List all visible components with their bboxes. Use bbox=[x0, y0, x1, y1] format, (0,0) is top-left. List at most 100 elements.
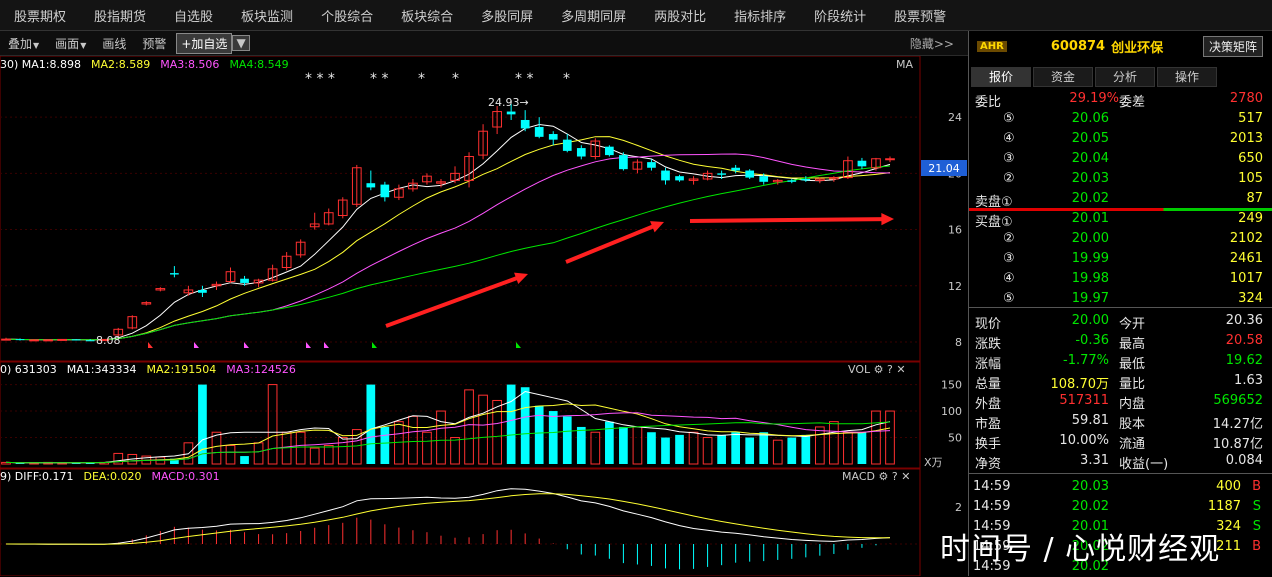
buy-volume: 249 bbox=[1238, 211, 1263, 226]
buy-price: 20.01 bbox=[1071, 211, 1109, 226]
buy-level: ⑤ bbox=[1003, 291, 1015, 306]
nav-item-0[interactable]: 股票期权 bbox=[14, 9, 67, 25]
candle-body bbox=[323, 212, 334, 225]
stat-label: 最高 bbox=[1119, 337, 1146, 352]
decision-matrix-button[interactable]: 决策矩阵 bbox=[1202, 35, 1263, 57]
add-favorite-button[interactable]: +加自选 bbox=[176, 32, 233, 54]
vol-legend-1: MA1:343334 bbox=[66, 363, 137, 376]
nav-item-2[interactable]: 自选股 bbox=[174, 9, 214, 25]
stock-chart[interactable]: 24201612824.93→8.08* * ** **** **21.0415… bbox=[0, 56, 968, 576]
macd-tick-label: 2 bbox=[955, 501, 962, 514]
candle-body bbox=[43, 339, 53, 342]
stat-label: 股本 bbox=[1119, 417, 1146, 432]
quote-tab-2[interactable]: 分析 bbox=[1095, 67, 1155, 87]
nav-item-5[interactable]: 板块综合 bbox=[401, 9, 454, 25]
candle-body bbox=[576, 148, 586, 157]
help-icon[interactable]: ? bbox=[891, 470, 898, 483]
candle-body bbox=[857, 160, 867, 167]
stat-value: 569652 bbox=[1213, 393, 1263, 408]
candle-body bbox=[408, 182, 418, 190]
stat-label: 换手 bbox=[975, 437, 1002, 452]
watermark-text: 时间号 / 心悦财经观 bbox=[940, 532, 1221, 567]
stat-row: 净资 3.31 收益(一) 0.084 bbox=[969, 451, 1269, 472]
draw-line-button[interactable]: 画线 bbox=[102, 36, 127, 51]
stat-label: 现价 bbox=[975, 317, 1002, 332]
candle-body bbox=[843, 160, 853, 179]
annotation-arrowhead bbox=[650, 221, 664, 233]
buy-volume: 324 bbox=[1238, 291, 1263, 306]
buy-row: ④ 19.98 1017 bbox=[969, 269, 1269, 289]
volume-bar bbox=[225, 444, 236, 465]
stat-label: 涨幅 bbox=[975, 357, 1002, 372]
nav-item-8[interactable]: 两股对比 bbox=[654, 9, 707, 25]
help-icon[interactable]: ? bbox=[887, 363, 893, 376]
stat-value: 19.62 bbox=[1225, 353, 1263, 368]
volume-bar bbox=[759, 432, 769, 464]
gear-icon[interactable]: ⚙ bbox=[873, 363, 884, 376]
stat-value: -1.77% bbox=[1063, 353, 1109, 368]
candle-body bbox=[170, 273, 179, 275]
buy-price: 19.97 bbox=[1071, 291, 1109, 306]
quote-tab-3[interactable]: 操作 bbox=[1157, 67, 1217, 87]
signal-marker bbox=[372, 342, 377, 348]
buy-volume: 2461 bbox=[1229, 251, 1263, 266]
candle-body bbox=[225, 271, 236, 283]
close-icon[interactable]: ✕ bbox=[901, 470, 911, 483]
quote-tab-0[interactable]: 报价 bbox=[971, 67, 1031, 87]
stat-label: 最低 bbox=[1119, 357, 1146, 372]
alert-button[interactable]: 预警 bbox=[142, 36, 167, 51]
stat-label: 量比 bbox=[1119, 377, 1146, 392]
tick-time: 14:59 bbox=[973, 559, 1011, 574]
quote-tabs: 报价 资金 分析 操作 bbox=[969, 67, 1272, 87]
sell-level: 卖盘① bbox=[975, 195, 1013, 210]
annotation-arrow bbox=[565, 223, 656, 264]
gear-icon[interactable]: ⚙ bbox=[878, 470, 889, 483]
macd-label: MACD ⚙ ? ✕ bbox=[842, 470, 911, 483]
nav-item-6[interactable]: 多股同屏 bbox=[481, 9, 534, 25]
candle-body bbox=[85, 340, 95, 342]
ma-legend-0: 30) MA1:8.898 bbox=[0, 58, 81, 71]
volume-bar bbox=[506, 384, 516, 464]
buy-price: 20.00 bbox=[1071, 231, 1109, 246]
nav-item-10[interactable]: 阶段统计 bbox=[814, 9, 867, 25]
volume-bar bbox=[492, 399, 502, 465]
nav-item-4[interactable]: 个股综合 bbox=[321, 9, 374, 25]
overlay-menu[interactable]: 叠加▼ bbox=[8, 36, 40, 51]
draw-mode-menu[interactable]: 画面▼ bbox=[55, 36, 87, 51]
nav-item-1[interactable]: 股指期货 bbox=[94, 9, 147, 25]
volume-bar bbox=[702, 437, 713, 465]
volume-bar bbox=[576, 426, 586, 464]
candle-body bbox=[380, 184, 390, 198]
stat-row: 涨幅 -1.77% 最低 19.62 bbox=[969, 351, 1269, 372]
buy-row: ③ 19.99 2461 bbox=[969, 249, 1269, 269]
buy-row: 买盘① 20.01 249 bbox=[969, 209, 1269, 230]
nav-item-3[interactable]: 板块监测 bbox=[241, 9, 294, 25]
volume-bar bbox=[632, 426, 643, 465]
nav-item-7[interactable]: 多周期同屏 bbox=[561, 9, 627, 25]
sell-row: ④ 20.05 2013 bbox=[969, 129, 1269, 149]
nav-item-11[interactable]: 股票预警 bbox=[894, 9, 947, 25]
nav-item-9[interactable]: 指标排序 bbox=[734, 9, 787, 25]
add-favorite-dropdown[interactable]: ▼ bbox=[232, 35, 250, 51]
ma10-line bbox=[5, 136, 891, 341]
close-icon[interactable]: ✕ bbox=[896, 363, 906, 376]
hide-panel-button[interactable]: 隐藏>> bbox=[909, 36, 954, 51]
weidiff-value: 2780 bbox=[1229, 91, 1263, 106]
main-chart-legend: 30) MA1:8.898 MA2:8.589 MA3:8.506 MA4:8.549 bbox=[0, 58, 299, 71]
sell-volume: 2013 bbox=[1229, 131, 1263, 146]
macd-panel-frame bbox=[0, 468, 921, 576]
volume-bar bbox=[436, 410, 446, 465]
volume-bar bbox=[240, 456, 249, 464]
volume-bar bbox=[829, 421, 839, 465]
ma-legend-1: MA2:8.589 bbox=[91, 58, 151, 71]
tick-volume: 324 bbox=[1216, 519, 1241, 534]
tick-time: 14:59 bbox=[973, 479, 1011, 494]
volume-bar bbox=[548, 411, 558, 464]
stat-value: 1.63 bbox=[1234, 373, 1263, 388]
candle-body bbox=[787, 180, 797, 182]
candle-body bbox=[183, 289, 194, 294]
sell-price: 20.04 bbox=[1071, 151, 1109, 166]
sell-price: 20.05 bbox=[1071, 131, 1109, 146]
quote-tab-1[interactable]: 资金 bbox=[1033, 67, 1093, 87]
volume-bar bbox=[337, 437, 348, 465]
